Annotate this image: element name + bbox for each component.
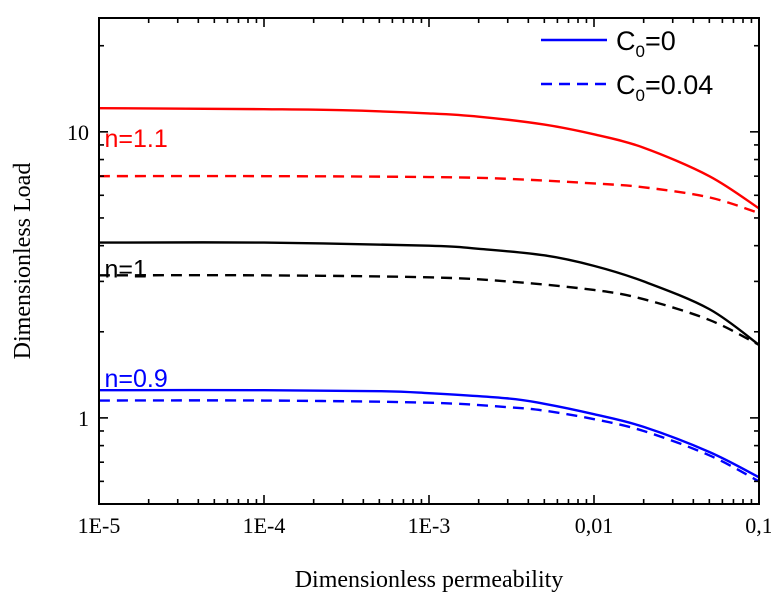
y-axis-title: Dimensionless Load — [10, 163, 36, 360]
ticks-layer — [98, 18, 760, 505]
x-tick-label: 1E-5 — [78, 513, 121, 538]
series-line-n1_1-c0-0_04 — [99, 174, 759, 215]
x-tick-label: 0,01 — [575, 513, 614, 538]
series-line-n1_1-c0-0 — [99, 106, 759, 210]
curve-label: n=0.9 — [104, 365, 167, 393]
y-tick-label: 10 — [67, 120, 89, 145]
x-tick-label: 0,1 — [745, 513, 771, 538]
series-line-n1-c0-0_04 — [99, 273, 759, 346]
series-line-n0_9-c0-0 — [99, 388, 759, 479]
y-tick-label: 1 — [78, 406, 89, 431]
x-tick-label: 1E-4 — [243, 513, 286, 538]
legend-label: C0=0.04 — [616, 70, 713, 105]
series-layer — [99, 106, 759, 483]
series-line-n1-c0-0 — [99, 241, 759, 346]
annotations-layer: n=1.1 n=1 n=0.9 — [104, 125, 167, 393]
x-tick-label: 1E-3 — [408, 513, 451, 538]
series-line-n0_9-c0-0_04 — [99, 399, 759, 483]
x-axis-title: Dimensionless permeability — [295, 567, 564, 593]
tick-labels-layer: 1E-5 1E-4 1E-3 0,01 0,1 1 10 — [67, 120, 771, 538]
curve-label: n=1 — [104, 255, 146, 283]
legend-label: C0=0 — [616, 26, 676, 61]
curve-label: n=1.1 — [104, 125, 167, 153]
legend: C0=0 C0=0.04 — [541, 26, 713, 105]
